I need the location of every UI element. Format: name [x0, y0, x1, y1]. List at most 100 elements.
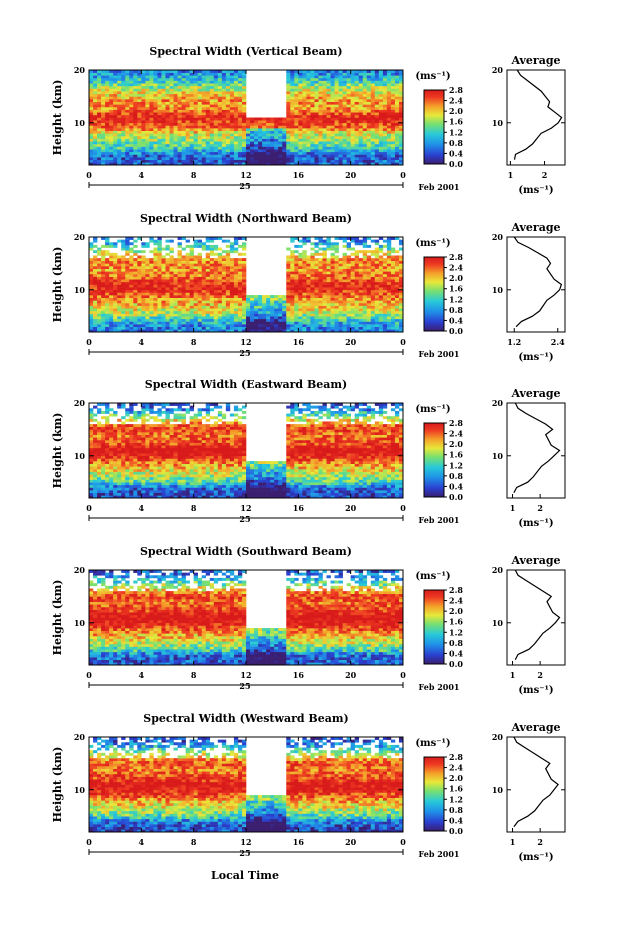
heatmap-cell: [354, 83, 360, 87]
heatmap-cell: [266, 318, 271, 322]
heatmap-cell: [354, 157, 360, 161]
heatmap-cell: [165, 281, 170, 285]
heatmap-cell: [117, 292, 122, 296]
heatmap-cell: [185, 279, 190, 283]
heatmap-cell: [141, 321, 146, 325]
heatmap-cell: [314, 281, 319, 285]
heatmap-cell: [290, 149, 295, 153]
heatmap-cell: [165, 122, 170, 126]
heatmap-cell: [290, 266, 295, 269]
heatmap-cell: [229, 88, 235, 92]
heatmap-cell: [97, 112, 102, 116]
heatmap-cell: [378, 151, 384, 155]
heatmap-cell: [346, 287, 351, 291]
heatmap-cell: [306, 151, 311, 155]
heatmap-cell: [149, 93, 154, 97]
heatmap-cell: [241, 146, 247, 150]
colorbar-tick-label: 0.0: [449, 159, 463, 169]
heatmap-cell: [153, 114, 158, 118]
heatmap-cell: [370, 273, 376, 277]
heatmap-cell: [229, 289, 235, 293]
heatmap-cell: [370, 143, 376, 147]
heatmap-cell: [390, 128, 396, 131]
heatmap-cell: [93, 295, 98, 298]
heatmap-cell: [366, 112, 372, 116]
heatmap-cell: [221, 101, 227, 105]
heatmap-cell: [314, 93, 319, 97]
heatmap-cell: [374, 271, 380, 275]
heatmap-cell: [290, 154, 295, 158]
heatmap-cell: [161, 96, 166, 100]
heatmap-cell: [121, 85, 126, 89]
heatmap-cell: [338, 114, 343, 118]
heatmap-cell: [306, 260, 311, 264]
heatmap-cell: [177, 138, 182, 142]
heatmap-cell: [193, 310, 198, 314]
heatmap-cell: [374, 70, 380, 73]
heatmap-cell: [298, 88, 303, 92]
heatmap-cell: [382, 143, 388, 147]
heatmap-cell: [366, 287, 372, 291]
heatmap-cell: [354, 114, 360, 118]
heatmap-cell: [286, 104, 291, 108]
heatmap-cell: [306, 114, 311, 118]
heatmap-cell: [197, 99, 203, 102]
heatmap-cell: [246, 135, 251, 139]
heatmap-cell: [350, 266, 355, 269]
heatmap-cell: [109, 114, 114, 118]
heatmap-cell: [330, 329, 335, 333]
heatmap-cell: [169, 80, 174, 84]
heatmap-cell: [209, 130, 215, 134]
heatmap-cell: [322, 279, 327, 283]
heatmap-cell: [97, 130, 102, 134]
heatmap-cell: [233, 125, 239, 129]
heatmap-cell: [137, 329, 142, 333]
heatmap-cell: [197, 106, 203, 110]
heatmap-cell: [229, 120, 235, 124]
heatmap-cell: [394, 276, 400, 280]
heatmap-cell: [209, 247, 215, 251]
heatmap-cell: [201, 260, 207, 264]
heatmap-cell: [354, 159, 360, 163]
heatmap-cell: [213, 112, 219, 116]
heatmap-cell: [105, 292, 110, 296]
heatmap-cell: [398, 83, 404, 87]
heatmap-cell: [113, 316, 118, 320]
heatmap-cell: [314, 289, 319, 293]
heatmap-cell: [233, 162, 239, 166]
heatmap-cell: [149, 77, 154, 81]
heatmap-cell: [125, 295, 130, 298]
heatmap-cell: [374, 287, 380, 291]
heatmap-cell: [378, 106, 384, 110]
heatmap-cell: [157, 83, 162, 87]
heatmap-cell: [370, 151, 376, 155]
heatmap-cell: [374, 318, 380, 322]
heatmap-cell: [366, 284, 372, 288]
heatmap-cell: [278, 141, 283, 145]
heatmap-cell: [205, 88, 211, 92]
heatmap-cell: [137, 109, 142, 113]
heatmap-cell: [386, 88, 392, 92]
heatmap-cell: [302, 276, 307, 280]
heatmap-cell: [213, 151, 219, 155]
heatmap-cell: [394, 146, 400, 150]
heatmap-cell: [185, 143, 190, 147]
heatmap-cell: [209, 252, 215, 256]
heatmap-cell: [286, 109, 291, 113]
heatmap-cell: [318, 77, 323, 81]
heatmap-cell: [105, 112, 110, 116]
heatmap-cell: [205, 143, 211, 147]
heatmap-cell: [342, 266, 347, 269]
heatmap-cell: [89, 101, 94, 105]
heatmap-cell: [193, 130, 198, 134]
heatmap-cell: [221, 109, 227, 113]
heatmap-cell: [274, 146, 279, 150]
heatmap-cell: [157, 258, 162, 262]
heatmap-cell: [394, 151, 400, 155]
heatmap-cell: [294, 295, 299, 298]
heatmap-cell: [398, 326, 404, 330]
heatmap-cell: [165, 96, 170, 100]
heatmap-cell: [270, 310, 275, 314]
heatmap-cell: [314, 72, 319, 76]
heatmap-cell: [394, 138, 400, 142]
